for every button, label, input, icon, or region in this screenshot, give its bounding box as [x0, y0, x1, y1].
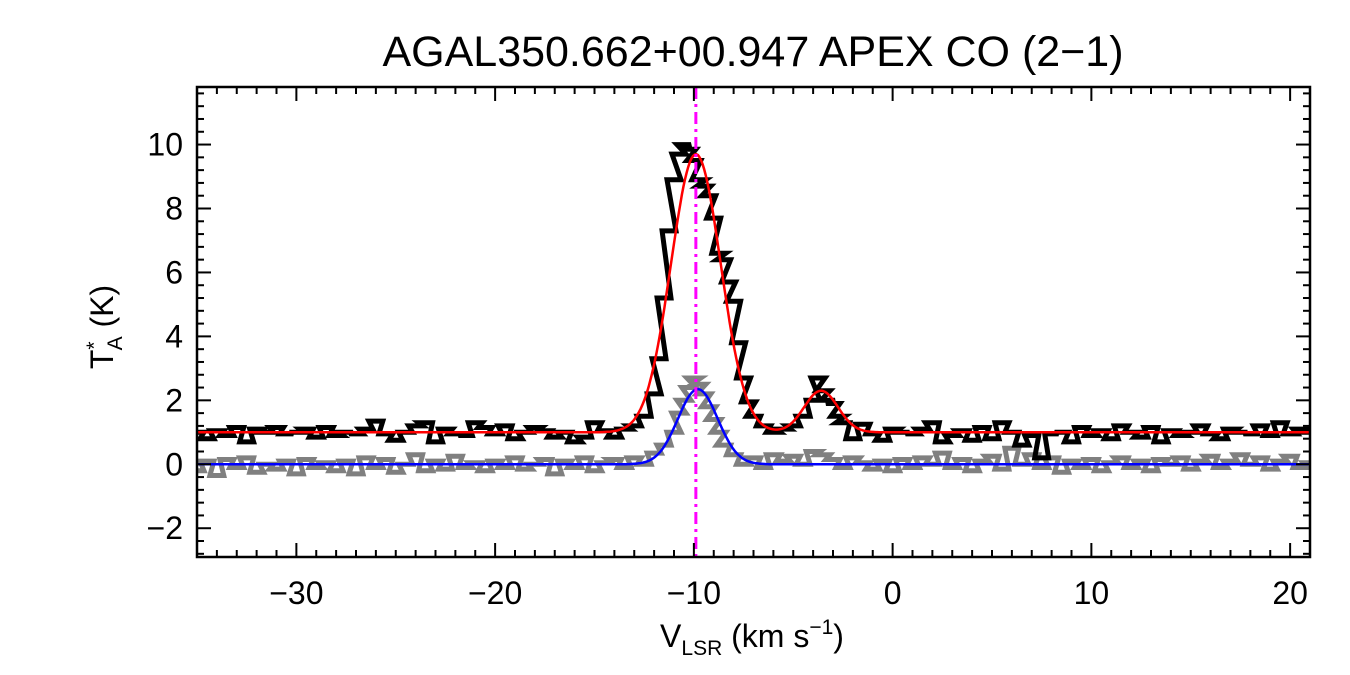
- x-tick-label: −20: [468, 575, 522, 611]
- x-axis-label: VLSR (km s−1): [660, 616, 844, 660]
- y-axis-label: T*A (K): [83, 285, 127, 369]
- plot-area: [197, 87, 1310, 557]
- y-axis-label-sup: *: [83, 341, 106, 349]
- x-tick-label: 10: [1074, 575, 1110, 611]
- spectrum-gray-series: [197, 375, 1310, 478]
- x-axis-label-end: ): [833, 618, 844, 654]
- fit-blue-series: [197, 387, 1310, 466]
- y-tick-label: 10: [147, 127, 183, 163]
- x-tick-label: −30: [269, 575, 323, 611]
- x-tick-label: 20: [1272, 575, 1308, 611]
- y-tick-label: 8: [165, 190, 183, 226]
- x-tick-label: 0: [884, 575, 902, 611]
- y-tick-label: −2: [147, 510, 183, 546]
- plot-frame: [195, 85, 1312, 559]
- y-axis-label-sub: A: [104, 336, 127, 350]
- fit-red-series: [197, 152, 1310, 434]
- y-axis-label-rest: (K): [84, 285, 120, 337]
- y-tick-label: 0: [165, 446, 183, 482]
- x-tick-label: −10: [667, 575, 721, 611]
- x-axis-label-sub: LSR: [681, 637, 722, 660]
- x-axis-label-main: V: [660, 618, 682, 654]
- y-axis-label-main: T: [84, 350, 120, 370]
- chart-title: AGAL350.662+00.947 APEX CO (2−1): [382, 28, 1123, 76]
- y-tick-label: 4: [165, 318, 183, 354]
- y-tick-label: 6: [165, 254, 183, 290]
- y-tick-label: 2: [165, 382, 183, 418]
- x-axis-label-sup: −1: [809, 616, 833, 639]
- x-axis-label-rest: (km s: [722, 618, 809, 654]
